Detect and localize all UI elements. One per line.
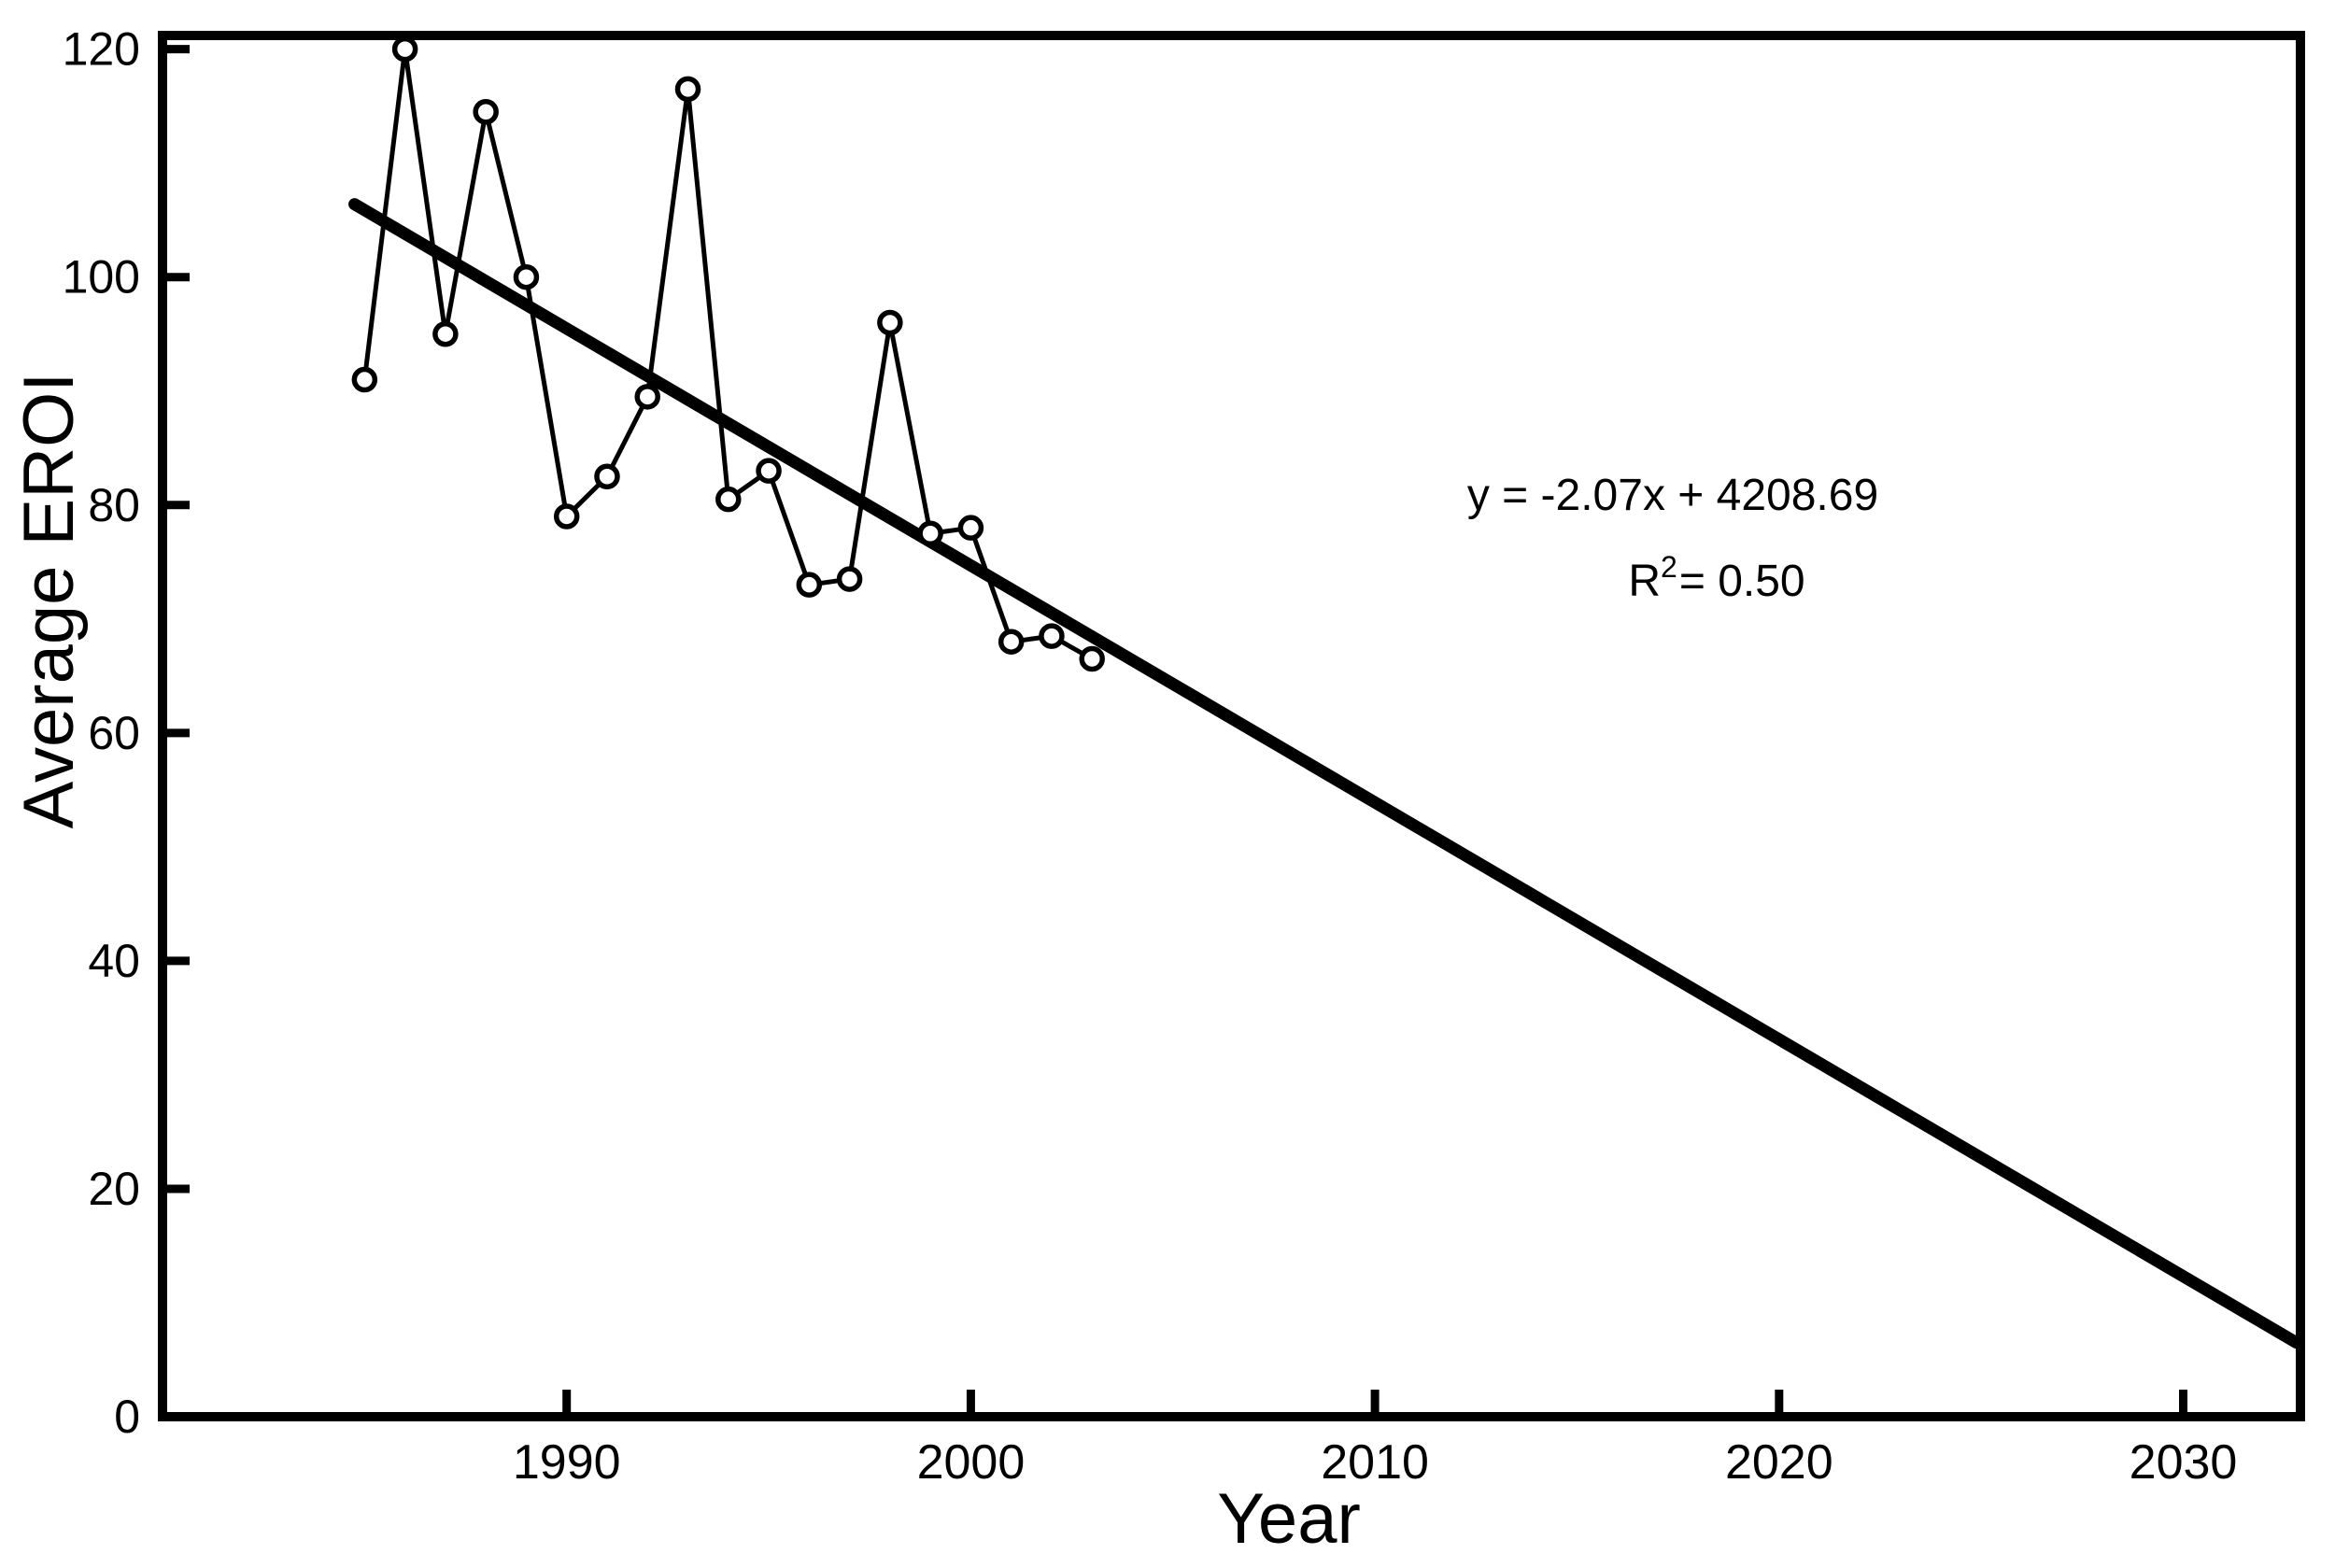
y-tick-label: 60	[88, 707, 140, 759]
x-tick-label: 2000	[917, 1435, 1026, 1490]
data-point-marker	[998, 629, 1025, 655]
y-tick-label: 100	[63, 251, 140, 304]
data-point-marker	[796, 572, 823, 598]
data-point-marker	[756, 458, 782, 484]
data-point-marker	[917, 520, 943, 547]
data-point-marker	[351, 366, 378, 393]
r-squared-superscript: 2	[1661, 550, 1677, 584]
data-point-marker	[553, 503, 580, 530]
trend-line	[348, 198, 2303, 1349]
data-point-marker	[715, 486, 742, 513]
y-tick-label: 80	[88, 479, 140, 531]
x-tick-label: 2010	[1321, 1435, 1429, 1490]
x-tick-label: 2030	[2130, 1435, 2238, 1490]
data-point-marker	[432, 320, 459, 347]
data-point-marker	[473, 99, 499, 125]
eroi-data-line	[361, 47, 1094, 661]
x-tick-label: 1990	[513, 1435, 621, 1490]
r-squared-value: = 0.50	[1679, 557, 1805, 606]
y-tick-label: 20	[88, 1163, 140, 1215]
plot-area: 0 20 40 60 80 100 120 1990 2000 2010 2020 2030	[63, 23, 2305, 1490]
data-point-marker	[836, 566, 863, 592]
x-axis-title: Year	[1217, 1479, 1361, 1559]
data-point-marker	[391, 35, 418, 63]
y-tick-label: 40	[88, 935, 140, 987]
data-point-marker	[877, 309, 903, 336]
r-squared-base: R	[1628, 557, 1661, 606]
data-point-marker	[1039, 623, 1065, 649]
r-squared-label: R2= 0.50	[1628, 550, 1804, 606]
x-tick-label: 2020	[1725, 1435, 1833, 1490]
y-tick-label: 0	[114, 1391, 140, 1443]
data-point-marker	[594, 463, 620, 490]
data-point-marker	[1079, 645, 1105, 672]
plot-border	[158, 31, 2305, 1421]
data-point-marker	[634, 384, 660, 410]
y-tick-label: 120	[63, 23, 140, 76]
data-point-marker	[957, 515, 984, 541]
y-axis-title: Average EROI	[9, 373, 89, 829]
data-point-marker	[674, 76, 701, 103]
trend-equation-label: y = -2.07x + 4208.69	[1467, 471, 1878, 520]
data-point-marker	[513, 263, 540, 290]
